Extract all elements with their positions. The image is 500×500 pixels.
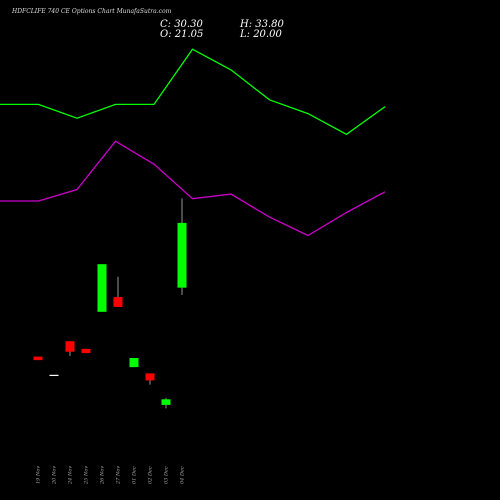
- candle: [129, 358, 139, 368]
- candle-body: [145, 373, 155, 381]
- candle: [161, 397, 171, 409]
- candle-body: [129, 358, 139, 368]
- candle: [81, 348, 91, 354]
- x-tick-label: 04 Dec: [180, 466, 186, 484]
- x-tick-label: 03 Dec: [164, 466, 170, 484]
- candle: [49, 374, 59, 376]
- x-tick-label: 24 Nov: [68, 466, 74, 485]
- chart-title: HDFCLIFE 740 CE Options Chart MunafaSutr…: [12, 8, 172, 15]
- x-tick-label: 26 Nov: [100, 466, 106, 485]
- candle-body: [161, 399, 171, 405]
- candle-body: [97, 264, 107, 312]
- candle: [65, 341, 75, 356]
- candle-body: [33, 356, 43, 361]
- x-tick-label: 27 Nov: [116, 466, 122, 485]
- candle: [145, 373, 155, 385]
- x-tick-label: 25 Nov: [84, 466, 90, 485]
- candle: [33, 356, 43, 361]
- candle-body: [177, 222, 187, 288]
- candle: [113, 276, 123, 307]
- close-value: C: 30.30: [160, 19, 203, 30]
- candle-body: [113, 297, 123, 307]
- candle-body: [81, 348, 91, 354]
- x-axis-labels: 19 Nov 20 Nov 24 Nov 25 Nov 26 Nov 27 Nov 01 D…: [36, 466, 186, 485]
- candle-body: [49, 374, 59, 376]
- indicator-lines: [0, 48, 386, 237]
- x-tick-label: 02 Dec: [148, 466, 154, 484]
- upper-indicator-line: [0, 48, 386, 136]
- candle: [97, 264, 107, 312]
- high-value: H: 33.80: [240, 19, 284, 30]
- x-tick-label: 20 Nov: [52, 466, 58, 485]
- x-tick-label: 01 Dec: [132, 466, 138, 484]
- low-value: L: 20.00: [240, 29, 282, 40]
- candles: [33, 198, 187, 409]
- candle-body: [65, 341, 75, 352]
- lower-indicator-line: [0, 140, 386, 237]
- candle: [177, 198, 187, 295]
- x-tick-label: 19 Nov: [36, 466, 42, 484]
- open-value: O: 21.05: [160, 29, 204, 40]
